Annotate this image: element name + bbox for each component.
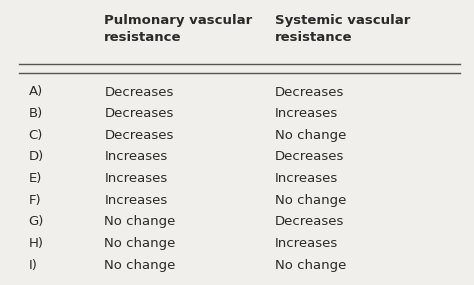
Text: No change: No change xyxy=(275,194,346,207)
Text: B): B) xyxy=(28,107,43,120)
Text: D): D) xyxy=(28,150,44,164)
Text: No change: No change xyxy=(275,129,346,142)
Text: H): H) xyxy=(28,237,44,250)
Text: No change: No change xyxy=(104,259,176,272)
Text: No change: No change xyxy=(275,259,346,272)
Text: No change: No change xyxy=(104,215,176,229)
Text: F): F) xyxy=(28,194,41,207)
Text: Increases: Increases xyxy=(275,237,338,250)
Text: Decreases: Decreases xyxy=(275,215,344,229)
Text: Systemic vascular
resistance: Systemic vascular resistance xyxy=(275,14,410,44)
Text: Decreases: Decreases xyxy=(104,86,173,99)
Text: Decreases: Decreases xyxy=(104,129,173,142)
Text: G): G) xyxy=(28,215,44,229)
Text: Decreases: Decreases xyxy=(275,150,344,164)
Text: Increases: Increases xyxy=(104,150,167,164)
Text: Increases: Increases xyxy=(275,172,338,185)
Text: Decreases: Decreases xyxy=(275,86,344,99)
Text: Increases: Increases xyxy=(104,194,167,207)
Text: I): I) xyxy=(28,259,37,272)
Text: Increases: Increases xyxy=(104,172,167,185)
Text: Pulmonary vascular
resistance: Pulmonary vascular resistance xyxy=(104,14,253,44)
Text: E): E) xyxy=(28,172,42,185)
Text: No change: No change xyxy=(104,237,176,250)
Text: Increases: Increases xyxy=(275,107,338,120)
Text: C): C) xyxy=(28,129,43,142)
Text: Decreases: Decreases xyxy=(104,107,173,120)
Text: A): A) xyxy=(28,86,43,99)
